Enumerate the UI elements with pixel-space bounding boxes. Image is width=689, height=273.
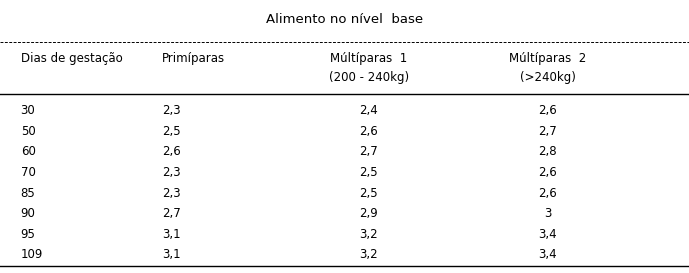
Text: 2,6: 2,6	[538, 186, 557, 200]
Text: 2,6: 2,6	[538, 166, 557, 179]
Text: 3,2: 3,2	[359, 248, 378, 261]
Text: 90: 90	[21, 207, 36, 220]
Text: 109: 109	[21, 248, 43, 261]
Text: 85: 85	[21, 186, 35, 200]
Text: 70: 70	[21, 166, 36, 179]
Text: (200 - 240kg): (200 - 240kg)	[329, 71, 409, 84]
Text: 3,2: 3,2	[359, 228, 378, 241]
Text: 2,7: 2,7	[359, 145, 378, 158]
Text: 2,4: 2,4	[359, 104, 378, 117]
Text: (>240kg): (>240kg)	[520, 71, 576, 84]
Text: Múltíparas  2: Múltíparas 2	[509, 52, 586, 65]
Text: 3,4: 3,4	[538, 228, 557, 241]
Text: 2,6: 2,6	[359, 125, 378, 138]
Text: 2,7: 2,7	[162, 207, 181, 220]
Text: 95: 95	[21, 228, 36, 241]
Text: 2,9: 2,9	[359, 207, 378, 220]
Text: 2,6: 2,6	[162, 145, 181, 158]
Text: 30: 30	[21, 104, 35, 117]
Text: 3,1: 3,1	[162, 248, 181, 261]
Text: 2,7: 2,7	[538, 125, 557, 138]
Text: 2,6: 2,6	[538, 104, 557, 117]
Text: 2,3: 2,3	[162, 166, 181, 179]
Text: 2,3: 2,3	[162, 104, 181, 117]
Text: 2,3: 2,3	[162, 186, 181, 200]
Text: 3: 3	[544, 207, 551, 220]
Text: 2,5: 2,5	[359, 166, 378, 179]
Text: Dias de gestação: Dias de gestação	[21, 52, 123, 65]
Text: 2,5: 2,5	[162, 125, 181, 138]
Text: 3,4: 3,4	[538, 248, 557, 261]
Text: 2,8: 2,8	[538, 145, 557, 158]
Text: 2,5: 2,5	[359, 186, 378, 200]
Text: Primíparas: Primíparas	[162, 52, 225, 65]
Text: Alimento no nível  base: Alimento no nível base	[266, 13, 423, 26]
Text: 60: 60	[21, 145, 36, 158]
Text: Múltíparas  1: Múltíparas 1	[330, 52, 407, 65]
Text: 50: 50	[21, 125, 35, 138]
Text: 3,1: 3,1	[162, 228, 181, 241]
